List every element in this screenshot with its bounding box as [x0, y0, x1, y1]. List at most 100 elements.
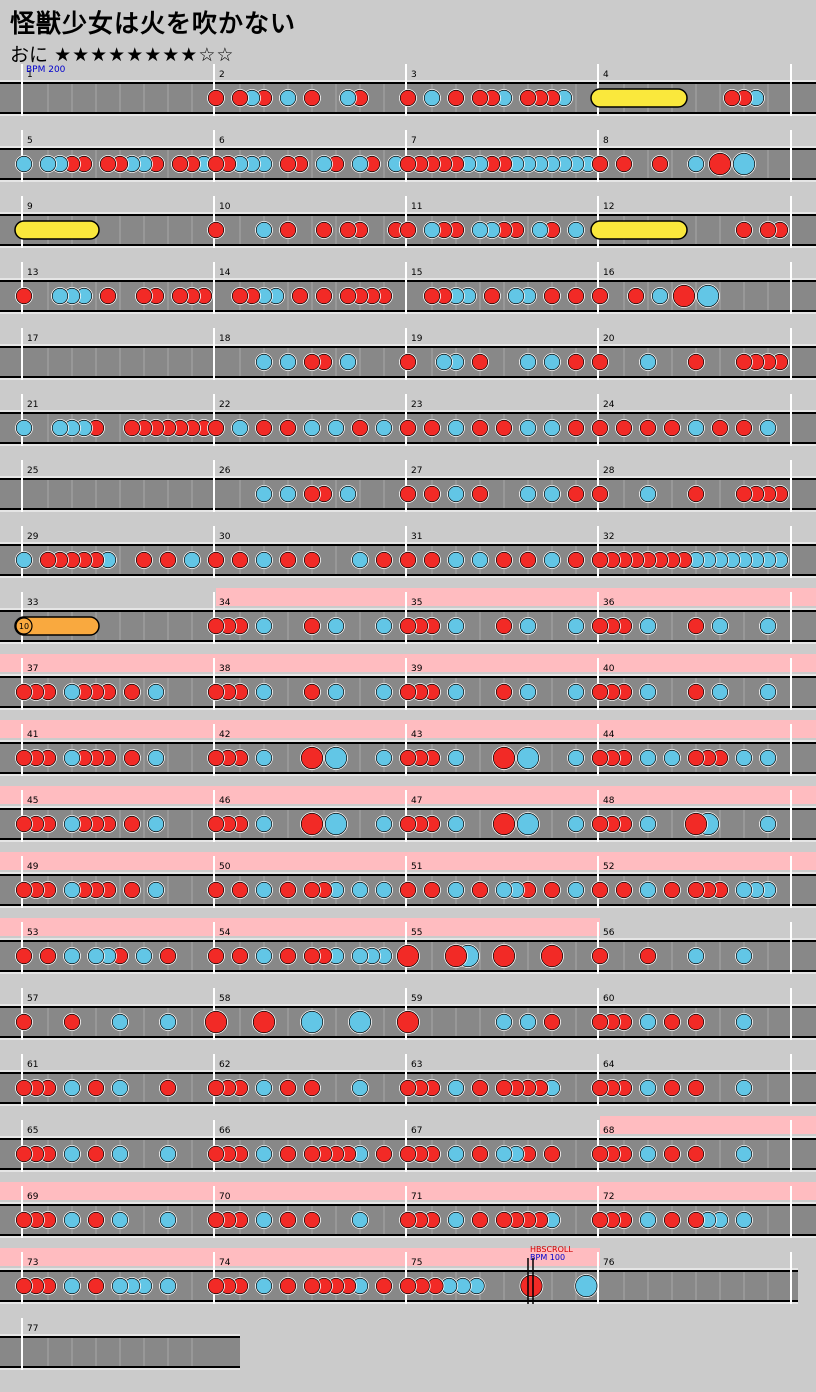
note-rim	[396, 1010, 420, 1034]
note-rim	[732, 152, 756, 176]
gogo-section	[408, 852, 600, 870]
ka-note	[327, 683, 345, 701]
note-rim	[447, 683, 465, 701]
note-rim	[339, 89, 357, 107]
don-note	[339, 287, 357, 305]
don-note	[543, 1013, 561, 1031]
ka-note	[447, 419, 465, 437]
don-note	[399, 89, 417, 107]
big-ka-note	[324, 746, 348, 770]
gogo-section	[600, 654, 816, 672]
ka-note	[159, 1145, 177, 1163]
note-rim	[135, 947, 153, 965]
note-rim	[663, 1079, 681, 1097]
note-rim	[399, 617, 417, 635]
note-rim	[207, 1277, 225, 1295]
ka-note	[447, 1079, 465, 1097]
measure-number: 33	[27, 598, 38, 608]
ka-note	[375, 815, 393, 833]
note-rim	[375, 551, 393, 569]
note-rim	[231, 89, 249, 107]
don-note	[399, 353, 417, 371]
don-note	[303, 683, 321, 701]
note-rim	[339, 353, 357, 371]
ka-note	[279, 353, 297, 371]
note-rim	[639, 1013, 657, 1031]
ka-note	[51, 287, 69, 305]
gogo-section	[216, 720, 408, 738]
measure-number: 5	[27, 136, 33, 146]
don-note	[615, 419, 633, 437]
note-rim	[39, 551, 57, 569]
note-rim	[15, 749, 33, 767]
ka-note	[447, 485, 465, 503]
note-rim	[447, 881, 465, 899]
ka-note	[183, 551, 201, 569]
note-rim	[15, 419, 33, 437]
note-rim	[351, 419, 369, 437]
note-rim	[567, 419, 585, 437]
don-note	[123, 419, 141, 437]
note-rim	[471, 221, 489, 239]
ka-note	[375, 881, 393, 899]
ka-note	[255, 1079, 273, 1097]
measure-number: 72	[603, 1192, 614, 1202]
don-note	[207, 815, 225, 833]
ka-note	[435, 353, 453, 371]
note-rim	[255, 353, 273, 371]
note-rim	[591, 1211, 609, 1229]
note-rim	[327, 419, 345, 437]
note-rim	[492, 812, 516, 836]
measure-number: 42	[219, 730, 230, 740]
difficulty-label: おに	[10, 44, 49, 66]
ka-note	[351, 947, 369, 965]
note-rim	[207, 815, 225, 833]
note-rim	[255, 881, 273, 899]
don-note	[15, 683, 33, 701]
ka-note	[279, 485, 297, 503]
gogo-section	[600, 1116, 816, 1134]
measure-number: 36	[603, 598, 615, 608]
ka-note	[255, 1145, 273, 1163]
note-rim	[447, 1079, 465, 1097]
note-rim	[15, 881, 33, 899]
ka-note	[351, 1211, 369, 1229]
don-note	[255, 419, 273, 437]
don-note	[399, 881, 417, 899]
don-note	[171, 287, 189, 305]
note-rim	[15, 683, 33, 701]
don-note	[303, 1277, 321, 1295]
note-rim	[231, 419, 249, 437]
note-rim	[543, 881, 561, 899]
note-rim	[339, 221, 357, 239]
note-rim	[399, 815, 417, 833]
note-rim	[159, 1079, 177, 1097]
don-note	[399, 551, 417, 569]
don-note	[63, 1013, 81, 1031]
note-rim	[15, 155, 33, 173]
don-note	[483, 287, 501, 305]
note-rim	[87, 1079, 105, 1097]
measure-number: 19	[411, 334, 423, 344]
ka-note	[639, 353, 657, 371]
big-don-note	[672, 284, 696, 308]
ka-note	[543, 353, 561, 371]
note-rim	[495, 881, 513, 899]
ka-note	[63, 881, 81, 899]
note-rim	[255, 1211, 273, 1229]
measure-number: 44	[603, 730, 615, 740]
measure-number: 47	[411, 796, 422, 806]
measure-number: 53	[27, 928, 38, 938]
measure-number: 27	[411, 466, 422, 476]
note-rim	[324, 812, 348, 836]
note-rim	[303, 353, 321, 371]
note-rim	[63, 1013, 81, 1031]
note-rim	[279, 89, 297, 107]
note-rim	[543, 551, 561, 569]
note-rim	[447, 419, 465, 437]
note-rim	[531, 221, 549, 239]
note-rim	[519, 1013, 537, 1031]
don-note	[495, 1211, 513, 1229]
ka-note	[567, 881, 585, 899]
